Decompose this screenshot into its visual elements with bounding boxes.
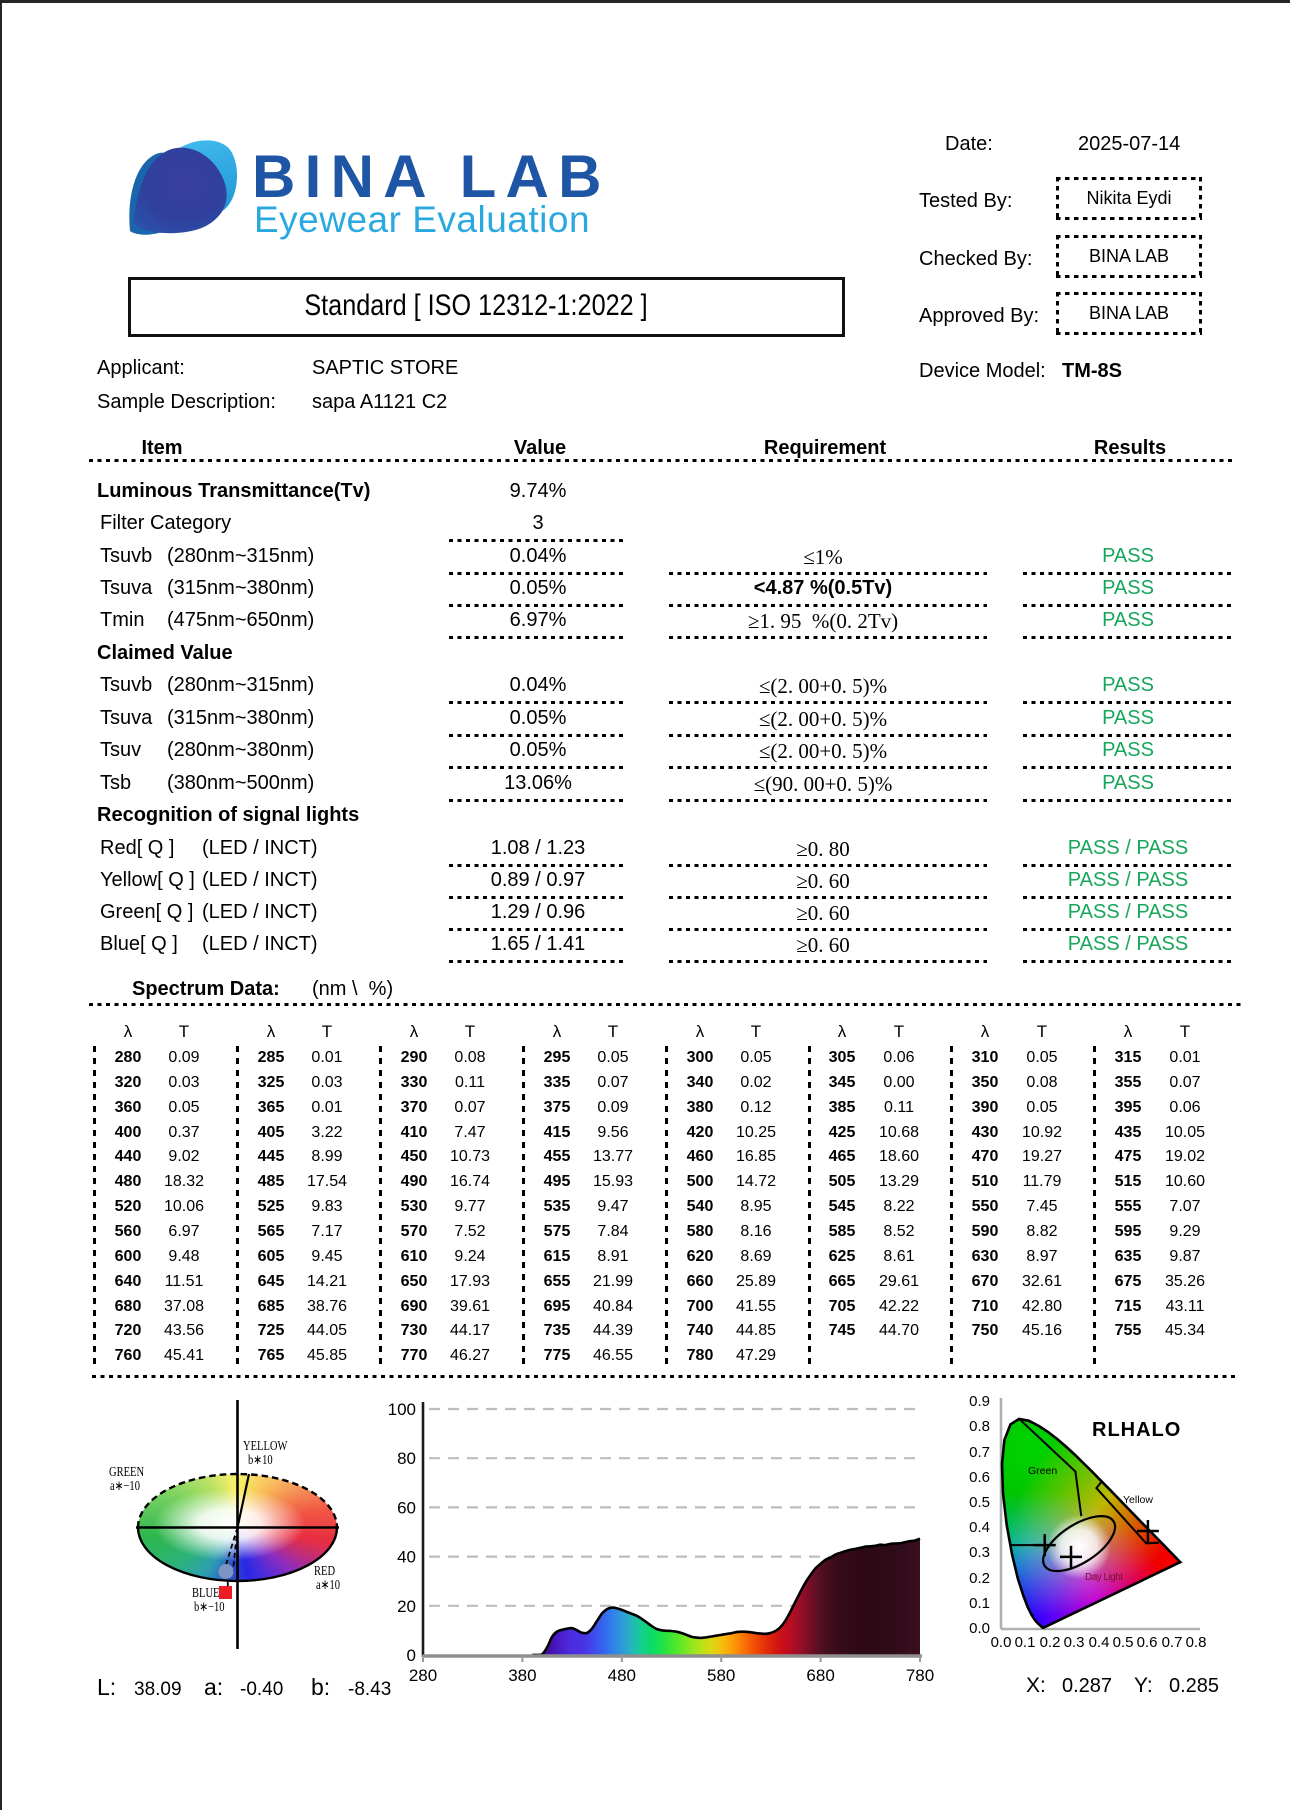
svg-text:780: 780	[906, 1666, 934, 1685]
svg-text:100: 100	[388, 1400, 416, 1419]
svg-text:RLHALO: RLHALO	[1092, 1419, 1181, 1441]
svg-text:Yellow: Yellow	[1123, 1494, 1153, 1506]
svg-text:80: 80	[397, 1449, 416, 1468]
svg-text:Day Light: Day Light	[1085, 1572, 1123, 1583]
svg-text:0: 0	[407, 1646, 416, 1665]
svg-text:60: 60	[397, 1498, 416, 1517]
svg-text:280: 280	[409, 1666, 437, 1685]
svg-text:680: 680	[806, 1666, 834, 1685]
svg-text:Green: Green	[1028, 1465, 1057, 1477]
svg-text:380: 380	[508, 1666, 536, 1685]
svg-text:40: 40	[397, 1548, 416, 1567]
svg-text:480: 480	[608, 1666, 636, 1685]
svg-text:20: 20	[397, 1597, 416, 1616]
svg-text:580: 580	[707, 1666, 735, 1685]
